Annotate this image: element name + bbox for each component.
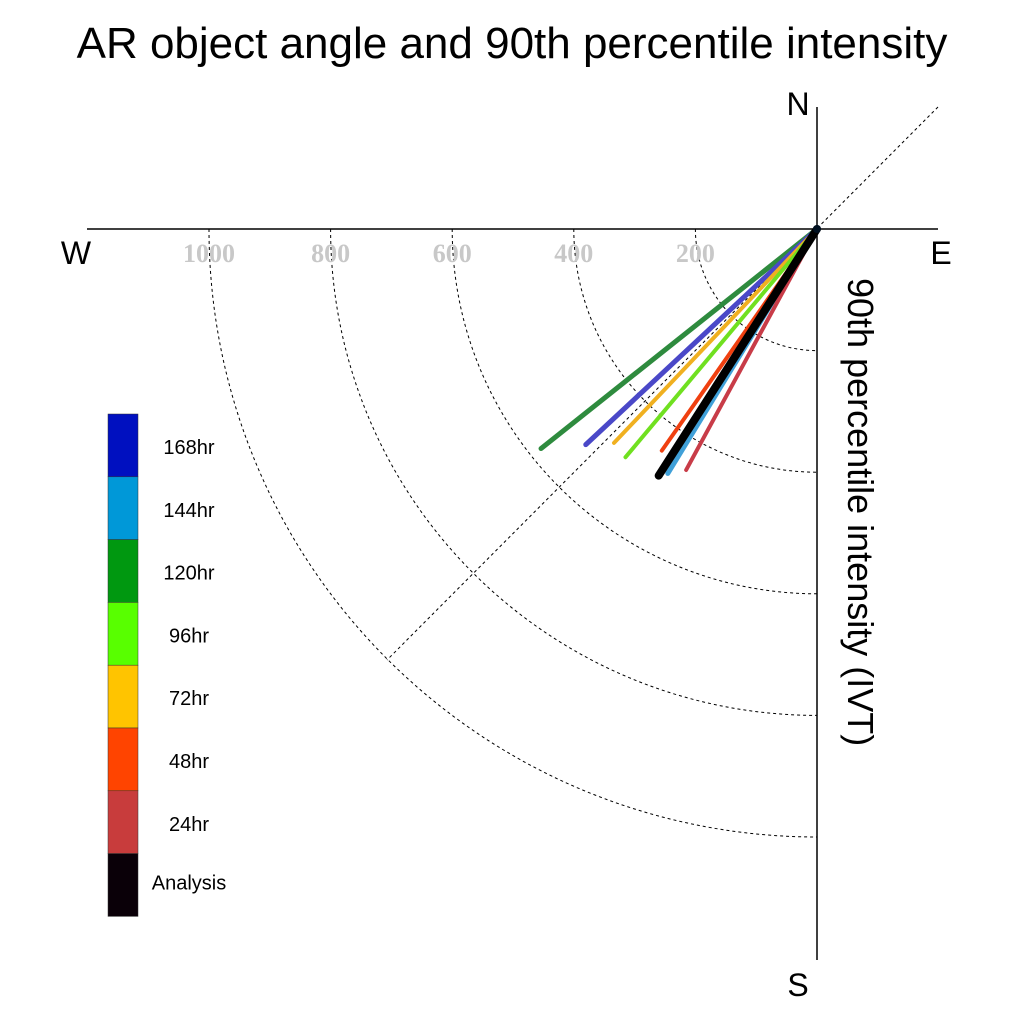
chart-title: AR object angle and 90th percentile inte…: [77, 19, 948, 68]
tick-label: 200: [676, 239, 715, 268]
east-label: E: [930, 235, 951, 271]
legend-label: 168hr: [163, 437, 214, 459]
tick-label: 600: [433, 239, 472, 268]
series-line-72hr: [612, 227, 819, 445]
radial-tick-labels: 200 400 600 800 1000: [183, 239, 715, 268]
radial-arc-1000: [208, 228, 818, 838]
tick-label: 800: [311, 239, 350, 268]
series-line-96hr: [623, 227, 819, 460]
reference-45-line: [386, 106, 939, 661]
legend-label: 48hr: [169, 751, 209, 773]
legend-swatch-24hr: [107, 790, 139, 854]
legend-swatch-analysis: [107, 853, 139, 917]
radial-arc-600: [451, 228, 818, 595]
origin-dot: [813, 225, 821, 233]
legend-label: 144hr: [163, 500, 214, 522]
legend: 168hr 144hr 120hr 96hr 72hr 48hr 24hr Analysis: [107, 413, 226, 917]
legend-swatch-72hr: [107, 664, 139, 729]
radial-arc-800: [330, 228, 818, 716]
legend-swatch-168hr: [107, 413, 139, 478]
series-lines: [538, 225, 821, 480]
tick-label: 1000: [183, 239, 235, 268]
legend-label: Analysis: [152, 873, 226, 895]
west-label: W: [61, 235, 92, 271]
legend-swatch-48hr: [107, 727, 139, 792]
legend-swatch-144hr: [107, 476, 139, 540]
series-line-120hr: [538, 226, 820, 452]
legend-label: 72hr: [169, 688, 209, 710]
south-label: S: [787, 967, 808, 1003]
radial-arc-400: [573, 228, 818, 473]
legend-swatch-96hr: [107, 602, 139, 666]
tick-label: 400: [554, 239, 593, 268]
north-label: N: [786, 86, 809, 122]
legend-label: 96hr: [169, 625, 209, 647]
series-line-analysis: [654, 225, 821, 480]
radial-arc-200: [694, 228, 818, 352]
legend-label: 24hr: [169, 814, 209, 836]
y-axis-label: 90th percentile intensity (IVT): [840, 278, 881, 746]
legend-swatch-120hr: [107, 539, 139, 603]
radial-gridlines: [208, 228, 818, 838]
legend-label: 120hr: [163, 563, 214, 585]
series-line-168hr: [583, 226, 820, 448]
